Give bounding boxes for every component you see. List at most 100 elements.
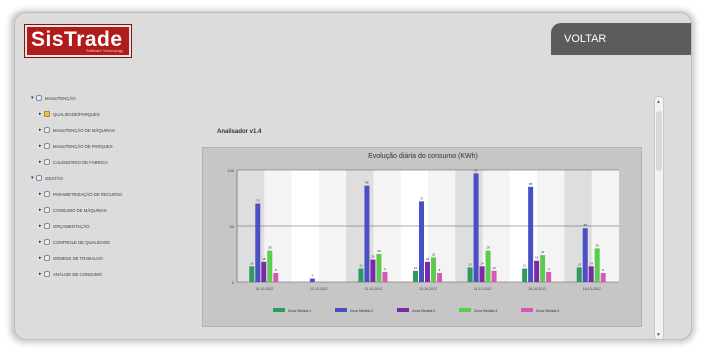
module-icon [44, 255, 50, 261]
scroll-up-icon[interactable]: ▲ [656, 99, 661, 105]
tree-item-label: ANÁLISE DE CONSUMO [53, 271, 102, 277]
consumption-chart: Evolução diária do consumo (KWh) 100 50 0 14… [227, 153, 619, 313]
tree-item[interactable]: ▾ GESTÃO [31, 173, 63, 183]
tree-item[interactable]: ▸ ORDENS DE TRABALHO [39, 253, 103, 263]
bar-value-label: 20 [371, 255, 375, 259]
tree-item[interactable]: ▸ MANUTENÇÃO DE MÁQUINAS [39, 125, 115, 135]
tree-item-label: ORÇAMENTAÇÃO [53, 223, 90, 229]
tree-item-label: PARAMETRIZAÇÃO DE RECURSO [53, 191, 123, 197]
tree-item-label: ORDENS DE TRABALHO [53, 255, 103, 261]
legend-label: Zona Medida 4 [474, 309, 497, 313]
bar [376, 254, 382, 282]
module-icon [44, 223, 50, 229]
bar-value-label: 8 [602, 268, 604, 272]
collapse-arrow-icon[interactable]: ▸ [39, 271, 42, 277]
bar-value-label: 85 [529, 182, 533, 186]
tree-item-label: CALENDÁRIO DE FÁBRICA [53, 159, 108, 165]
tree-item[interactable]: ▸ ANÁLISE DE CONSUMO [39, 269, 102, 279]
bar-value-label: 25 [377, 249, 381, 253]
bar [358, 268, 364, 282]
vertical-scrollbar[interactable]: ▲ ▼ [654, 96, 664, 339]
bar-value-label: 86 [365, 181, 369, 185]
sistrade-logo[interactable]: SisTrade Software Technology [25, 25, 131, 57]
bar [419, 201, 424, 282]
x-tick-label: 16-10-2012 [583, 287, 601, 291]
bar [600, 273, 606, 282]
tree-item-label: CONTROLE DE QUALIDADE [53, 239, 111, 245]
tree-item-label: QUALIDADE/PARQUES [53, 111, 100, 117]
x-tick-label: 15-10-2012 [528, 287, 546, 291]
x-tick-label: 12-10-2012 [364, 287, 382, 291]
bar [382, 271, 388, 282]
tree-item[interactable]: ▾ MANUTENÇÃO [31, 93, 76, 103]
bar [249, 266, 255, 282]
voltar-button[interactable]: VOLTAR [551, 23, 691, 55]
bar [255, 203, 261, 282]
logo-tagline: Software Technology [85, 48, 123, 53]
bar-value-label: 22 [432, 252, 436, 256]
chart-panel: Evolução diária do consumo (KWh) 100 50 0 14… [202, 147, 642, 327]
bar [485, 250, 491, 282]
bar-value-label: 28 [486, 246, 490, 250]
bar-value-label: 8 [439, 268, 441, 272]
collapse-arrow-icon[interactable]: ▸ [39, 159, 42, 165]
bar [473, 173, 479, 282]
collapse-arrow-icon[interactable]: ▸ [39, 191, 42, 197]
collapse-arrow-icon[interactable]: ▸ [39, 207, 42, 213]
expand-arrow-icon[interactable]: ▾ [31, 175, 34, 181]
scroll-down-icon[interactable]: ▼ [656, 332, 661, 338]
bar-value-label: 72 [420, 196, 424, 200]
bar [594, 248, 600, 282]
bar-value-label: 30 [596, 243, 600, 247]
tree-item[interactable]: ▸ PARAMETRIZAÇÃO DE RECURSO [39, 189, 122, 199]
bar-value-label: 14 [480, 261, 484, 265]
tree-item[interactable]: ▸ CONTROLE DE QUALIDADE [39, 237, 110, 247]
legend-label: Zona Medida 2 [350, 309, 373, 313]
module-icon [44, 143, 50, 149]
x-tick-label: 11-10-2012 [310, 287, 328, 291]
module-icon [36, 175, 42, 181]
bar-value-label: 10 [492, 266, 496, 270]
module-icon [44, 207, 50, 213]
folder-icon [44, 111, 50, 117]
tree-item[interactable]: ▸ MANUTENÇÃO DE PARQUES [39, 141, 113, 151]
bar [273, 273, 279, 282]
tree-item[interactable]: ▸ ORÇAMENTAÇÃO [39, 221, 89, 231]
expand-arrow-icon[interactable]: ▾ [31, 95, 34, 101]
collapse-arrow-icon[interactable]: ▸ [39, 127, 42, 133]
bar [588, 266, 594, 282]
collapse-arrow-icon[interactable]: ▸ [39, 239, 42, 245]
bar [534, 260, 540, 282]
tree-item[interactable]: ▸ QUALIDADE/PARQUES [39, 109, 100, 119]
tree-item-label: CONSUMO DE MÁQUINAS [53, 207, 107, 213]
legend-label: Zona Medida 3 [412, 309, 435, 313]
bar-value-label: 28 [268, 246, 272, 250]
bar [309, 278, 315, 282]
collapse-arrow-icon[interactable]: ▸ [39, 111, 42, 117]
app-window: SisTrade Software Technology VOLTAR ▾ MAN… [14, 12, 692, 340]
bar-value-label: 14 [250, 261, 254, 265]
scroll-thumb[interactable] [656, 111, 662, 171]
legend-swatch [459, 308, 471, 312]
tree-item[interactable]: ▸ CALENDÁRIO DE FÁBRICA [39, 157, 108, 167]
tree-item[interactable]: ▸ CONSUMO DE MÁQUINAS [39, 205, 107, 215]
collapse-arrow-icon[interactable]: ▸ [39, 255, 42, 261]
bar [370, 259, 376, 282]
y-tick-label: 100 [227, 168, 234, 173]
bar-value-label: 97 [474, 168, 478, 172]
tree-item-label: MANUTENÇÃO DE MÁQUINAS [53, 127, 115, 133]
bar-value-label: 9 [384, 267, 386, 271]
logo-text: SisTrade [31, 28, 123, 51]
bar-value-label: 3 [312, 274, 314, 278]
collapse-arrow-icon[interactable]: ▸ [39, 223, 42, 229]
tree-item-label: MANUTENÇÃO [45, 95, 76, 101]
bar [528, 186, 534, 282]
bar-value-label: 10 [414, 266, 418, 270]
x-tick-label: 14-10-2012 [474, 287, 492, 291]
y-tick-label: 0 [232, 280, 235, 285]
collapse-arrow-icon[interactable]: ▸ [39, 143, 42, 149]
bar-value-label: 13 [468, 262, 472, 266]
bar [431, 257, 436, 282]
bar [364, 185, 370, 282]
x-tick-label: 10-10-2012 [255, 287, 273, 291]
